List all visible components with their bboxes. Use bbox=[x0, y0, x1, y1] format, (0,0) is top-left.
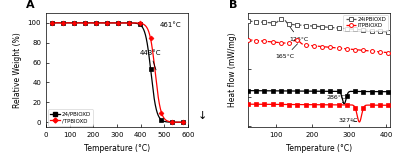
Text: A: A bbox=[26, 0, 35, 10]
Text: 165°C: 165°C bbox=[276, 44, 298, 59]
Text: B: B bbox=[229, 0, 238, 10]
X-axis label: Temperature (°C): Temperature (°C) bbox=[286, 144, 352, 153]
Text: 443°C: 443°C bbox=[140, 50, 161, 70]
Text: 327°C: 327°C bbox=[338, 118, 358, 123]
Legend: 24iPBIOXD, iTPBIOXD: 24iPBIOXD, iTPBIOXD bbox=[343, 14, 388, 31]
X-axis label: Temperature (°C): Temperature (°C) bbox=[84, 144, 150, 153]
Text: 126°C: 126°C bbox=[287, 23, 309, 42]
Text: 461°C: 461°C bbox=[160, 22, 181, 28]
Text: 286°C: 286°C bbox=[326, 95, 346, 104]
Y-axis label: Heat flow (mW/mg): Heat flow (mW/mg) bbox=[228, 33, 238, 107]
Legend: 24/PBIOXD, /TPBIOXD: 24/PBIOXD, /TPBIOXD bbox=[48, 109, 93, 126]
Text: ↓: ↓ bbox=[197, 111, 207, 121]
Y-axis label: Relative Weight (%): Relative Weight (%) bbox=[13, 32, 22, 108]
